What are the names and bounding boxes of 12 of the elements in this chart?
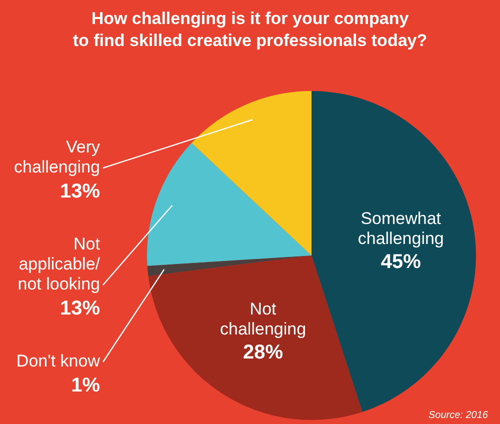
- slice-label: Somewhat challenging: [358, 209, 444, 248]
- slice-label: Not challenging: [220, 300, 306, 339]
- data-label: 1%: [71, 374, 100, 397]
- slice-label: Don't know: [16, 352, 101, 371]
- data-label: 28%: [243, 341, 284, 364]
- slice-label: Very challenging: [14, 138, 100, 177]
- source-note: Source: 2016: [428, 410, 488, 421]
- data-label: 13%: [60, 298, 100, 320]
- data-label: 13%: [60, 180, 100, 203]
- chart-title: How challenging is it for your company to find skilled creative professionals today?: [72, 8, 428, 52]
- data-label: 45%: [380, 250, 422, 273]
- slice-label: Not applicable/ not looking: [18, 234, 100, 294]
